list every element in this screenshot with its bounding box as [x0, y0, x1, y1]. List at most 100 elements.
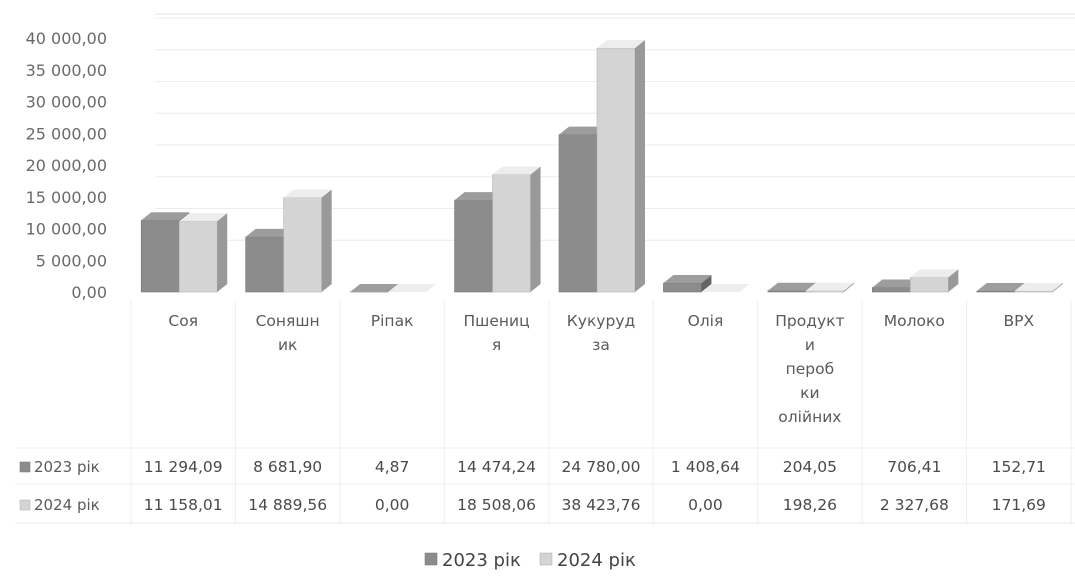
bar-top [454, 192, 503, 201]
y-tick-label: 35 000,00 [26, 61, 107, 80]
bar-2-9 [1014, 282, 1063, 293]
table-cell: 8 681,90 [253, 458, 322, 476]
bar-top [597, 40, 645, 49]
table-cell: 198,26 [783, 496, 837, 514]
bar-1-3 [349, 283, 399, 293]
category-label: Ріпак [371, 312, 414, 330]
category-label: пероб [786, 360, 835, 378]
table-cell: 171,69 [992, 496, 1046, 514]
bar-top [350, 283, 399, 292]
bar-front [140, 219, 180, 293]
data-table: Соя Соняшн ик Ріпак Пшениц я Кукуруд за Олія Прод… [15, 300, 1075, 525]
table-cell: 204,05 [783, 458, 837, 476]
bar-top [245, 228, 294, 237]
y-tick-label: 30 000,00 [26, 93, 107, 112]
y-tick-label: 5 000,00 [36, 251, 107, 270]
bar-front [492, 174, 531, 293]
table-cell: 1 408,64 [671, 458, 740, 476]
bar-2-4 [492, 166, 541, 293]
y-tick-label: 0,00 [71, 283, 107, 302]
bar-top [492, 166, 541, 175]
category-label: ки [800, 384, 819, 402]
table-cell: 152,71 [992, 458, 1046, 476]
legend-key [539, 552, 553, 566]
category-label: Олія [688, 312, 724, 330]
bar-front [805, 290, 845, 293]
table-cell: 14 474,24 [457, 458, 536, 476]
bar-top [141, 212, 190, 221]
bar-side [321, 189, 332, 292]
bar-top [283, 189, 332, 198]
bar-front [872, 287, 911, 293]
legend: 2023 рік 2024 рік [424, 550, 636, 571]
bar-side [948, 269, 959, 292]
bar-front [663, 282, 702, 293]
bar-side [217, 213, 228, 292]
bar-2-7 [805, 282, 854, 293]
bar-front [767, 290, 807, 293]
bar-2-6 [701, 284, 750, 292]
bar-top [663, 275, 712, 284]
category-label: Продукт [775, 312, 844, 330]
bar-side [1052, 282, 1063, 292]
bar-top [701, 284, 750, 292]
bar-side [388, 283, 399, 292]
y-tick-label: 15 000,00 [26, 188, 107, 207]
y-tick-label: 20 000,00 [26, 156, 107, 175]
table-cell: 18 508,06 [457, 496, 536, 514]
bar-front [1014, 290, 1054, 293]
bar-2-3 [388, 284, 437, 292]
table-cell: 4,87 [375, 458, 410, 476]
table-cell: 11 294,09 [144, 458, 223, 476]
y-tick-label: 40 000,00 [26, 29, 107, 48]
category-label: олійних [778, 408, 841, 426]
table-cell: 38 423,76 [562, 496, 641, 514]
category-label: Кукуруд [567, 312, 635, 330]
category-label: Пшениц [463, 312, 529, 330]
bar-top [976, 283, 1025, 292]
category-label: ик [278, 336, 297, 354]
bar-top [805, 282, 854, 291]
bar-front [178, 220, 218, 293]
legend-label: 2024 рік [557, 550, 636, 571]
y-tick-label: 10 000,00 [26, 220, 107, 239]
bar-front [558, 134, 598, 293]
bar-top [179, 213, 228, 222]
table-legend-key [19, 499, 31, 511]
bar-top [1014, 282, 1063, 291]
bar-2-2 [283, 189, 332, 293]
bar-2-8 [910, 269, 959, 293]
category-label: Соняшн [256, 312, 320, 330]
category-label: Молоко [884, 312, 945, 330]
bar-top [872, 279, 921, 288]
table-legend-key [19, 461, 31, 473]
bar-front [976, 290, 1016, 293]
bar-1-6 [663, 275, 712, 293]
category-label: Соя [168, 312, 198, 330]
bar-front [245, 236, 284, 293]
bar-top [910, 269, 959, 278]
bar-side [843, 282, 854, 292]
table-cell: 706,41 [887, 458, 941, 476]
bar-side [635, 40, 645, 292]
table-row-label: 2024 рік [34, 496, 100, 514]
table-cell: 0,00 [688, 496, 723, 514]
bars [140, 40, 1063, 293]
bar-side [701, 275, 712, 292]
legend-key [424, 552, 438, 566]
bar-2-1 [178, 213, 228, 293]
legend-label: 2023 рік [442, 550, 521, 571]
bar-front [596, 47, 636, 293]
table-row-label: 2023 рік [34, 458, 100, 476]
table-cell: 24 780,00 [562, 458, 641, 476]
y-tick-label: 25 000,00 [26, 124, 107, 143]
bar-top [559, 126, 607, 135]
bar-front [910, 276, 949, 293]
table-cell: 11 158,01 [144, 496, 223, 514]
bar-top [767, 282, 816, 291]
y-axis-ticks: 40 000,00 35 000,00 30 000,00 25 000,00 20 0… [26, 29, 107, 302]
bar-side [530, 166, 541, 292]
bar-front [454, 199, 493, 293]
